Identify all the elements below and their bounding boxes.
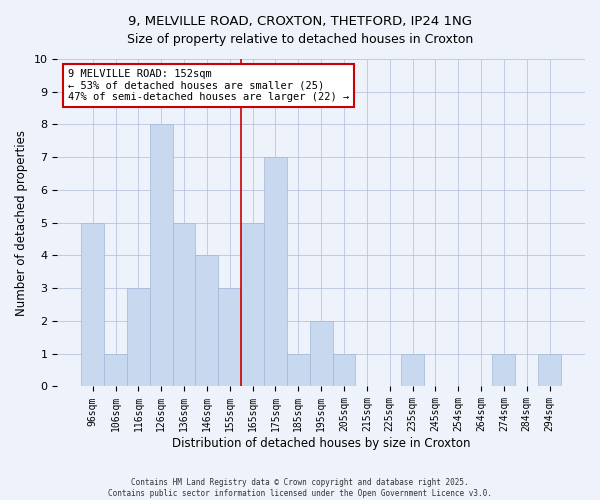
Y-axis label: Number of detached properties: Number of detached properties <box>15 130 28 316</box>
Bar <box>332 354 355 386</box>
Bar <box>127 288 150 386</box>
Bar <box>173 222 196 386</box>
Text: 9 MELVILLE ROAD: 152sqm
← 53% of detached houses are smaller (25)
47% of semi-de: 9 MELVILLE ROAD: 152sqm ← 53% of detache… <box>68 69 349 102</box>
Bar <box>241 222 264 386</box>
Bar <box>287 354 310 386</box>
Text: 9, MELVILLE ROAD, CROXTON, THETFORD, IP24 1NG: 9, MELVILLE ROAD, CROXTON, THETFORD, IP2… <box>128 15 472 28</box>
Bar <box>196 256 218 386</box>
Bar <box>81 222 104 386</box>
Bar <box>218 288 241 386</box>
Bar <box>104 354 127 386</box>
Bar <box>264 157 287 386</box>
Bar <box>150 124 173 386</box>
Bar <box>538 354 561 386</box>
Bar <box>493 354 515 386</box>
Text: Contains HM Land Registry data © Crown copyright and database right 2025.
Contai: Contains HM Land Registry data © Crown c… <box>108 478 492 498</box>
X-axis label: Distribution of detached houses by size in Croxton: Distribution of detached houses by size … <box>172 437 470 450</box>
Bar <box>310 321 332 386</box>
Text: Size of property relative to detached houses in Croxton: Size of property relative to detached ho… <box>127 32 473 46</box>
Bar <box>401 354 424 386</box>
